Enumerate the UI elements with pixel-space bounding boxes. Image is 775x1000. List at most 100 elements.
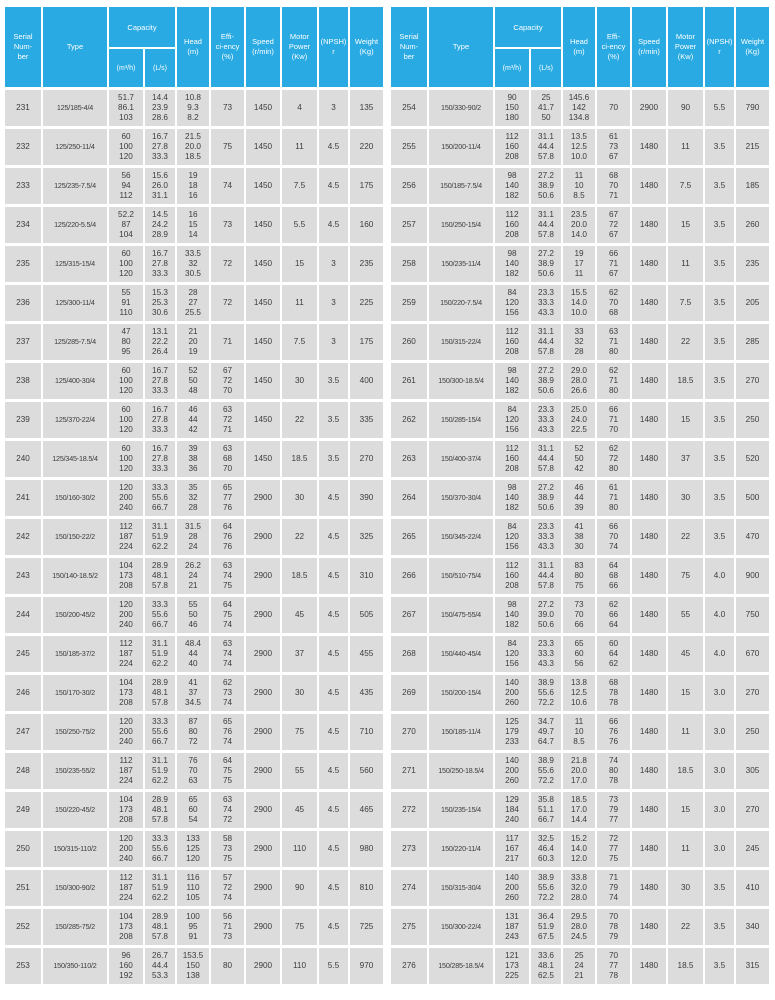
npsh-cell: 4.0 <box>705 558 734 594</box>
serial-cell: 271 <box>391 753 427 789</box>
eff-cell: 65 76 74 <box>211 714 244 750</box>
m3h-cell: 120 200 240 <box>109 831 143 867</box>
npsh-cell: 3.0 <box>705 792 734 828</box>
type-cell: 150/200-11/4 <box>429 129 493 165</box>
m3h-cell: 125 179 233 <box>495 714 529 750</box>
serial-cell: 246 <box>5 675 41 711</box>
speed-cell: 2900 <box>246 753 280 789</box>
weight-cell: 790 <box>736 90 769 126</box>
table-row: 243 150/140-18.5/2 104 173 208 28.9 48.1 57… <box>5 558 383 594</box>
m3h-cell: 112 160 208 <box>495 129 529 165</box>
m3h-cell: 120 200 240 <box>109 480 143 516</box>
type-cell: 150/200-15/4 <box>429 675 493 711</box>
weight-cell: 980 <box>350 831 383 867</box>
speed-cell: 1480 <box>632 402 666 438</box>
serial-cell: 247 <box>5 714 41 750</box>
col-header-efficiency: Effi- ci-ency (%) <box>211 7 244 87</box>
eff-cell: 66 76 76 <box>597 714 630 750</box>
power-cell: 7.5 <box>282 324 317 360</box>
head-cell: 46 44 39 <box>563 480 595 516</box>
npsh-cell: 3.5 <box>705 948 734 984</box>
eff-cell: 72 <box>211 246 244 282</box>
power-cell: 18.5 <box>668 363 703 399</box>
table-row: 249 150/220-45/2 104 173 208 28.9 48.1 57.8… <box>5 792 383 828</box>
eff-cell: 74 80 78 <box>597 753 630 789</box>
ls-cell: 28.9 48.1 57.8 <box>145 675 175 711</box>
speed-cell: 2900 <box>246 909 280 945</box>
table-row: 238 125/400-30/4 60 100 120 16.7 27.8 33.3 5… <box>5 363 383 399</box>
type-cell: 150/235-15/4 <box>429 792 493 828</box>
head-cell: 15.5 14.0 10.0 <box>563 285 595 321</box>
power-cell: 37 <box>668 441 703 477</box>
npsh-cell: 3.5 <box>705 363 734 399</box>
m3h-cell: 112 187 224 <box>109 870 143 906</box>
type-cell: 150/285-15/4 <box>429 402 493 438</box>
power-cell: 11 <box>668 129 703 165</box>
head-cell: 39 38 36 <box>177 441 209 477</box>
speed-cell: 2900 <box>246 519 280 555</box>
speed-cell: 1480 <box>632 207 666 243</box>
type-cell: 125/235-7.5/4 <box>43 168 107 204</box>
head-cell: 65 60 54 <box>177 792 209 828</box>
speed-cell: 2900 <box>246 558 280 594</box>
type-cell: 150/300-90/2 <box>43 870 107 906</box>
npsh-cell: 4.5 <box>319 714 348 750</box>
speed-cell: 1480 <box>632 792 666 828</box>
type-cell: 150/160-30/2 <box>43 480 107 516</box>
table-row: 251 150/300-90/2 112 187 224 31.1 51.9 62.2… <box>5 870 383 906</box>
head-cell: 21.5 20.0 18.5 <box>177 129 209 165</box>
ls-cell: 31.1 44.4 57.8 <box>531 129 561 165</box>
serial-cell: 269 <box>391 675 427 711</box>
serial-cell: 265 <box>391 519 427 555</box>
speed-cell: 1480 <box>632 636 666 672</box>
ls-cell: 27.2 39.0 50.6 <box>531 597 561 633</box>
col-header-capacity-ls: (L/s) <box>531 49 561 87</box>
head-cell: 29.0 28.0 26.6 <box>563 363 595 399</box>
power-cell: 45 <box>282 792 317 828</box>
ls-cell: 33.3 55.6 66.7 <box>145 597 175 633</box>
serial-cell: 273 <box>391 831 427 867</box>
m3h-cell: 60 100 120 <box>109 441 143 477</box>
serial-cell: 244 <box>5 597 41 633</box>
col-header-capacity-group: Capacity (m³/h) (L/s) <box>495 7 561 87</box>
npsh-cell: 5.5 <box>319 948 348 984</box>
power-cell: 18.5 <box>282 558 317 594</box>
table-row: 267 150/475-55/4 98 140 182 27.2 39.0 50.6 7… <box>391 597 769 633</box>
npsh-cell: 3 <box>319 246 348 282</box>
type-cell: 150/220-11/4 <box>429 831 493 867</box>
table-row: 268 150/440-45/4 84 120 156 23.3 33.3 43.3 6… <box>391 636 769 672</box>
weight-cell: 220 <box>350 129 383 165</box>
npsh-cell: 3.5 <box>705 870 734 906</box>
eff-cell: 56 71 73 <box>211 909 244 945</box>
m3h-cell: 56 94 112 <box>109 168 143 204</box>
head-cell: 41 37 34.5 <box>177 675 209 711</box>
power-cell: 30 <box>282 480 317 516</box>
table-row: 264 150/370-30/4 98 140 182 27.2 38.9 50.6 4… <box>391 480 769 516</box>
eff-cell: 72 <box>211 285 244 321</box>
table-row: 253 150/350-110/2 96 160 192 26.7 44.4 53.3… <box>5 948 383 984</box>
power-cell: 22 <box>668 324 703 360</box>
serial-cell: 270 <box>391 714 427 750</box>
speed-cell: 1480 <box>632 558 666 594</box>
table-row: 246 150/170-30/2 104 173 208 28.9 48.1 57.8… <box>5 675 383 711</box>
power-cell: 15 <box>282 246 317 282</box>
weight-cell: 670 <box>736 636 769 672</box>
speed-cell: 1480 <box>632 753 666 789</box>
weight-cell: 400 <box>350 363 383 399</box>
ls-cell: 33.6 48.1 62.5 <box>531 948 561 984</box>
npsh-cell: 4.0 <box>705 636 734 672</box>
eff-cell: 73 <box>211 90 244 126</box>
ls-cell: 23.3 33.3 43.3 <box>531 519 561 555</box>
serial-cell: 233 <box>5 168 41 204</box>
type-cell: 125/345-18.5/4 <box>43 441 107 477</box>
eff-cell: 65 77 76 <box>211 480 244 516</box>
power-cell: 15 <box>668 675 703 711</box>
type-cell: 150/185-37/2 <box>43 636 107 672</box>
speed-cell: 2900 <box>246 792 280 828</box>
table-row: 262 150/285-15/4 84 120 156 23.3 33.3 43.3 2… <box>391 402 769 438</box>
pump-spec-table-left: Serial Num- ber Type Capacity (m³/h) (L/s) He… <box>5 7 383 987</box>
weight-cell: 455 <box>350 636 383 672</box>
serial-cell: 249 <box>5 792 41 828</box>
power-cell: 110 <box>282 831 317 867</box>
weight-cell: 205 <box>736 285 769 321</box>
